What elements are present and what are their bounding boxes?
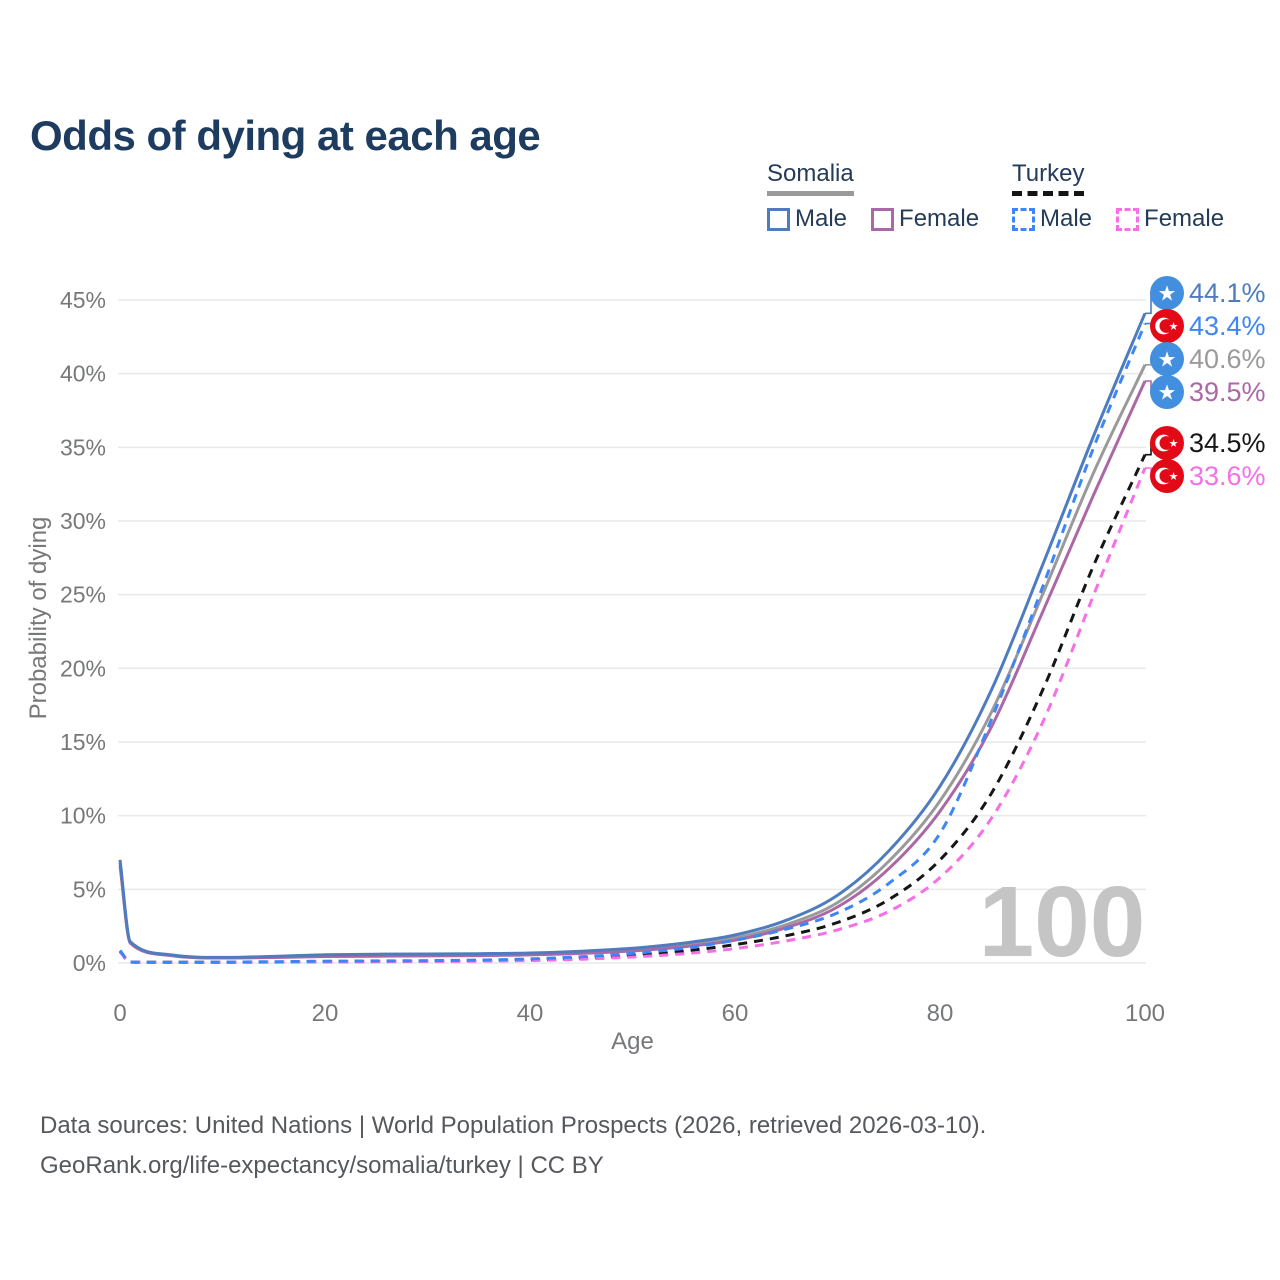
- legend-item-somalia-male[interactable]: Male: [767, 205, 847, 233]
- y-tick-label: 0%: [73, 950, 106, 976]
- end-value-label-turkey: 34.5%: [1189, 428, 1266, 458]
- end-value-label-somalia-male: 44.1%: [1189, 278, 1266, 308]
- svg-text:★: ★: [1158, 283, 1177, 306]
- end-value-label-turkey-female: 33.6%: [1189, 461, 1266, 491]
- svg-text:★: ★: [1169, 471, 1179, 483]
- legend-item-label: Male: [1040, 205, 1093, 232]
- svg-text:★: ★: [1158, 382, 1177, 405]
- somalia-flag-icon: ★: [1150, 375, 1184, 409]
- legend-header-turkey[interactable]: Turkey: [1012, 160, 1085, 196]
- y-axis-title: Probability of dying: [25, 517, 52, 720]
- legend-group-turkey: Turkey Male Female: [1012, 160, 1224, 233]
- y-tick-label: 5%: [73, 876, 106, 902]
- turkey-male-swatch-icon: [1012, 207, 1035, 231]
- end-value-label-somalia: 40.6%: [1189, 344, 1266, 374]
- legend-somalia-label: Somalia: [767, 160, 854, 187]
- svg-text:★: ★: [1169, 321, 1179, 333]
- watermark-age-label: 100: [979, 866, 1146, 978]
- legend-group-somalia: Somalia Male Female: [767, 160, 979, 233]
- footer-attribution-link: GeoRank.org/life-expectancy/somalia/turk…: [40, 1152, 604, 1179]
- page-title: Odds of dying at each age: [30, 112, 541, 160]
- x-tick-label: 100: [1125, 1000, 1165, 1027]
- turkey-flag-icon: ★: [1150, 309, 1184, 343]
- somalia-flag-icon: ★: [1150, 342, 1184, 376]
- y-tick-label: 40%: [60, 361, 106, 387]
- turkey-flag-icon: ★: [1150, 459, 1184, 493]
- legend-item-turkey-female[interactable]: Female: [1116, 205, 1224, 233]
- footer-data-sources: Data sources: United Nations | World Pop…: [40, 1112, 987, 1139]
- legend-turkey-label: Turkey: [1012, 160, 1085, 187]
- somalia-flag-icon: ★: [1150, 276, 1184, 310]
- y-tick-label: 10%: [60, 803, 106, 829]
- y-tick-label: 30%: [60, 508, 106, 534]
- x-axis-title: Age: [611, 1028, 654, 1055]
- x-tick-label: 0: [113, 1000, 126, 1027]
- somalia-male-swatch-icon: [767, 207, 790, 231]
- x-tick-label: 60: [722, 1000, 749, 1027]
- y-tick-label: 15%: [60, 729, 106, 755]
- legend-item-label: Female: [899, 205, 980, 232]
- legend-item-turkey-male[interactable]: Male: [1012, 205, 1092, 233]
- series-line-turkey-male[interactable]: [118, 323, 1147, 964]
- y-tick-label: 45%: [60, 287, 106, 313]
- legend-item-label: Female: [1144, 205, 1225, 232]
- y-tick-label: 20%: [60, 655, 106, 681]
- turkey-female-swatch-icon: [1116, 207, 1140, 231]
- somalia-female-swatch-icon: [871, 207, 895, 231]
- legend-item-label: Male: [795, 205, 848, 232]
- legend: Somalia Male Female Turkey Male Female: [0, 160, 1280, 250]
- legend-item-somalia-female[interactable]: Female: [871, 205, 979, 233]
- x-tick-label: 40: [517, 1000, 544, 1027]
- legend-header-somalia[interactable]: Somalia: [767, 160, 854, 196]
- turkey-flag-icon: ★: [1150, 426, 1184, 460]
- svg-text:★: ★: [1158, 349, 1177, 372]
- end-value-label-somalia-female: 39.5%: [1189, 377, 1266, 407]
- end-value-label-turkey-male: 43.4%: [1189, 311, 1266, 341]
- y-tick-label: 25%: [60, 582, 106, 608]
- legend-items-turkey: Male Female: [1012, 205, 1224, 233]
- x-tick-label: 20: [312, 1000, 339, 1027]
- footer: Data sources: United Nations | World Pop…: [40, 1106, 986, 1186]
- svg-text:★: ★: [1169, 438, 1179, 450]
- x-tick-label: 80: [927, 1000, 954, 1027]
- series-line-somalia-male[interactable]: [118, 312, 1147, 959]
- y-tick-label: 35%: [60, 434, 106, 460]
- legend-items-somalia: Male Female: [767, 205, 979, 233]
